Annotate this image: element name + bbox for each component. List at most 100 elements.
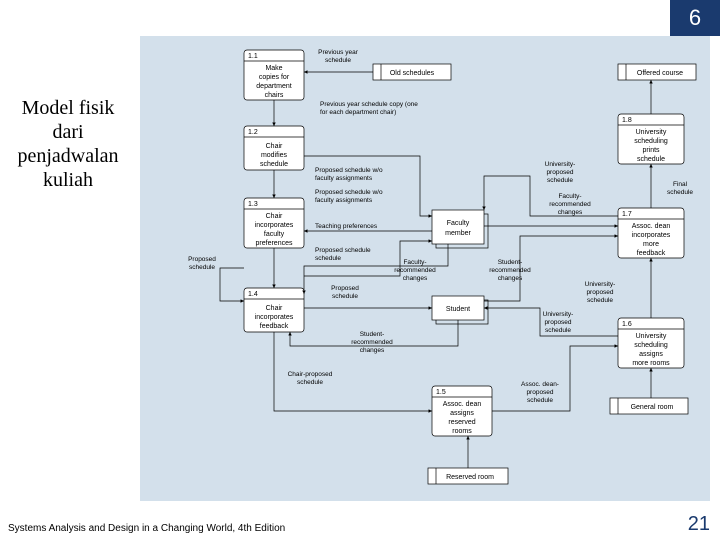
page-number: 21	[688, 513, 710, 536]
svg-text:recommended: recommended	[394, 267, 436, 274]
svg-text:faculty assignments: faculty assignments	[315, 175, 373, 182]
svg-text:Faculty: Faculty	[447, 220, 470, 227]
process-1-6: 1.6 University scheduling assigns more r…	[618, 318, 684, 368]
svg-text:faculty assignments: faculty assignments	[315, 197, 373, 204]
svg-text:schedule: schedule	[297, 379, 323, 386]
svg-text:University-: University-	[543, 311, 574, 318]
svg-text:Assoc. dean-: Assoc. dean-	[521, 381, 559, 388]
svg-text:Faculty-: Faculty-	[558, 193, 581, 200]
datastore-general-room: General room	[610, 398, 688, 414]
svg-text:recommended: recommended	[549, 201, 591, 208]
svg-text:chairs: chairs	[265, 92, 284, 99]
process-1-1: 1.1 Make copies for department chairs	[244, 50, 304, 100]
svg-text:department: department	[256, 83, 291, 90]
chapter-number: 6	[689, 5, 701, 31]
svg-text:rooms: rooms	[452, 428, 472, 435]
svg-text:schedule: schedule	[587, 297, 613, 304]
process-1-4: 1.4 Chair incorporates feedback	[244, 288, 304, 332]
footer-left: Systems Analysis and Design in a Changin…	[8, 523, 285, 534]
svg-text:for each department chair): for each department chair)	[320, 109, 396, 116]
svg-text:copies for: copies for	[259, 74, 290, 81]
svg-text:incorporates: incorporates	[255, 222, 294, 229]
svg-text:incorporates: incorporates	[255, 314, 294, 321]
svg-text:schedule: schedule	[527, 397, 553, 404]
svg-text:Chair: Chair	[266, 305, 283, 312]
svg-text:more: more	[643, 241, 659, 248]
svg-text:Reserved room: Reserved room	[446, 474, 494, 481]
svg-text:changes: changes	[360, 347, 385, 354]
svg-text:recommended: recommended	[351, 339, 393, 346]
svg-text:feedback: feedback	[637, 250, 666, 257]
svg-text:preferences: preferences	[256, 240, 293, 247]
svg-text:proposed: proposed	[546, 169, 573, 176]
svg-text:schedule: schedule	[189, 264, 215, 271]
svg-text:Proposed: Proposed	[331, 285, 359, 292]
svg-text:schedule: schedule	[325, 57, 351, 64]
svg-text:1.3: 1.3	[248, 201, 258, 208]
svg-text:Student-: Student-	[360, 331, 385, 338]
svg-text:recommended: recommended	[489, 267, 531, 274]
svg-text:assigns: assigns	[639, 351, 663, 358]
svg-text:feedback: feedback	[260, 323, 289, 330]
svg-text:changes: changes	[498, 275, 523, 282]
svg-text:proposed: proposed	[544, 319, 571, 326]
svg-text:scheduling: scheduling	[634, 342, 668, 349]
svg-text:schedule: schedule	[332, 293, 358, 300]
svg-text:Assoc. dean: Assoc. dean	[443, 401, 482, 408]
flow-prev-copy: Previous year schedule copy (one	[320, 101, 418, 108]
svg-text:Chair: Chair	[266, 213, 283, 220]
external-faculty: Faculty member	[432, 210, 488, 248]
svg-text:Offered course: Offered course	[637, 70, 683, 77]
svg-text:General room: General room	[631, 404, 674, 411]
side-title: Model fisik dari penjadwalan kuliah	[8, 96, 128, 192]
svg-text:changes: changes	[558, 209, 583, 216]
svg-text:schedule: schedule	[547, 177, 573, 184]
svg-text:Old schedules: Old schedules	[390, 70, 435, 77]
svg-text:University-: University-	[545, 161, 576, 168]
svg-text:schedule: schedule	[260, 161, 288, 168]
process-1-5: 1.5 Assoc. dean assigns reserved rooms	[432, 386, 492, 436]
svg-text:1.4: 1.4	[248, 291, 258, 298]
chapter-badge: 6	[670, 0, 720, 36]
datastore-old-schedules: Old schedules	[373, 64, 451, 80]
svg-text:Faculty-: Faculty-	[403, 259, 426, 266]
svg-text:reserved: reserved	[448, 419, 475, 426]
svg-text:1.8: 1.8	[622, 117, 632, 124]
svg-text:Proposed: Proposed	[188, 256, 216, 263]
svg-text:faculty: faculty	[264, 231, 285, 238]
svg-text:1.5: 1.5	[436, 389, 446, 396]
svg-text:Student: Student	[446, 306, 470, 313]
svg-text:more rooms: more rooms	[632, 360, 670, 367]
svg-text:1.7: 1.7	[622, 211, 632, 218]
svg-text:Proposed schedule w/o: Proposed schedule w/o	[315, 189, 383, 196]
svg-text:member: member	[445, 230, 471, 237]
svg-text:schedule: schedule	[545, 327, 571, 334]
svg-text:Teaching preferences: Teaching preferences	[315, 223, 378, 230]
svg-text:incorporates: incorporates	[632, 232, 671, 239]
svg-text:University: University	[636, 333, 667, 340]
svg-text:modifies: modifies	[261, 152, 288, 159]
process-1-8: 1.8 University scheduling prints schedul…	[618, 114, 684, 164]
svg-text:Proposed schedule: Proposed schedule	[315, 247, 371, 254]
svg-text:schedule: schedule	[637, 156, 665, 163]
svg-text:Make: Make	[265, 65, 282, 72]
svg-text:Chair: Chair	[266, 143, 283, 150]
svg-text:prints: prints	[642, 147, 660, 154]
svg-text:scheduling: scheduling	[634, 138, 668, 145]
svg-text:assigns: assigns	[450, 410, 474, 417]
svg-text:University-: University-	[585, 281, 616, 288]
svg-text:Student-: Student-	[498, 259, 523, 266]
svg-text:Final: Final	[673, 181, 688, 188]
svg-text:schedule: schedule	[667, 189, 693, 196]
svg-text:proposed: proposed	[526, 389, 553, 396]
process-1-2: 1.2 Chair modifies schedule	[244, 126, 304, 170]
svg-text:changes: changes	[403, 275, 428, 282]
svg-text:proposed: proposed	[586, 289, 613, 296]
svg-text:University: University	[636, 129, 667, 136]
svg-text:1.6: 1.6	[622, 321, 632, 328]
svg-text:Proposed schedule w/o: Proposed schedule w/o	[315, 167, 383, 174]
process-1-3: 1.3 Chair incorporates faculty preferenc…	[244, 198, 304, 248]
datastore-reserved-room: Reserved room	[428, 468, 508, 484]
svg-text:Assoc. dean: Assoc. dean	[632, 223, 671, 230]
dfd-diagram: Old schedules Offered course 1.1 Make co…	[140, 36, 710, 501]
